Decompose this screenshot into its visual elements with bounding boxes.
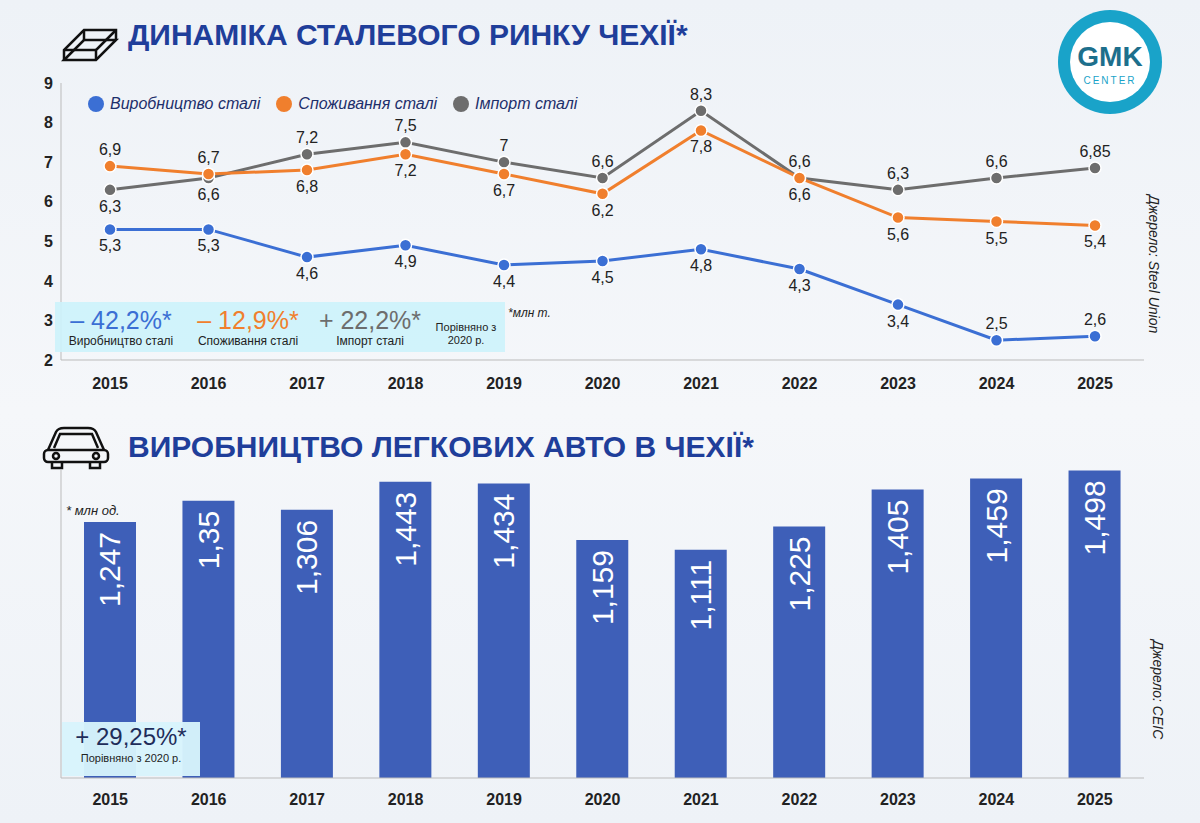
svg-text:2023: 2023 — [880, 375, 916, 392]
html-text:*млн т.: *млн т. — [508, 306, 551, 320]
html-text:Джерело: Steel Union: Джерело: Steel Union — [1146, 195, 1162, 334]
svg-text:4,9: 4,9 — [394, 253, 416, 270]
svg-text:6,2: 6,2 — [591, 202, 613, 219]
svg-text:1,35: 1,35 — [192, 511, 225, 569]
svg-text:5,5: 5,5 — [985, 230, 1007, 247]
svg-text:2,6: 2,6 — [1084, 311, 1106, 328]
svg-text:2020: 2020 — [585, 791, 621, 808]
html-text:Споживання сталі: Споживання сталі — [298, 95, 438, 112]
svg-text:2: 2 — [44, 352, 53, 369]
svg-text:2025: 2025 — [1077, 375, 1113, 392]
svg-text:5,3: 5,3 — [197, 237, 219, 254]
svg-text:2021: 2021 — [683, 791, 719, 808]
html-text:Виробництво сталі: Виробництво сталі — [110, 95, 261, 112]
html-text:– 12,9%*: – 12,9%* — [197, 306, 299, 334]
svg-text:6,6: 6,6 — [788, 186, 810, 203]
svg-text:6,7: 6,7 — [493, 182, 515, 199]
svg-text:7,2: 7,2 — [296, 129, 318, 146]
svg-text:2017: 2017 — [289, 791, 325, 808]
svg-text:4: 4 — [44, 273, 53, 290]
svg-text:7,2: 7,2 — [394, 162, 416, 179]
svg-text:1,225: 1,225 — [783, 536, 816, 611]
svg-text:1,498: 1,498 — [1078, 480, 1111, 555]
svg-text:1,306: 1,306 — [290, 520, 323, 595]
svg-text:2017: 2017 — [289, 375, 325, 392]
svg-text:7: 7 — [500, 137, 509, 154]
svg-text:2022: 2022 — [782, 791, 818, 808]
svg-text:4,8: 4,8 — [690, 257, 712, 274]
svg-text:1,443: 1,443 — [389, 492, 422, 567]
svg-text:6,7: 6,7 — [197, 149, 219, 166]
html-text:ДИНАМІКА СТАЛЕВОГО РИНКУ ЧЕХІЇ: ДИНАМІКА СТАЛЕВОГО РИНКУ ЧЕХІЇ* — [128, 18, 688, 51]
svg-text:8: 8 — [44, 114, 53, 131]
svg-text:2018: 2018 — [388, 375, 424, 392]
svg-text:2018: 2018 — [388, 791, 424, 808]
svg-text:2022: 2022 — [782, 375, 818, 392]
svg-text:6,85: 6,85 — [1079, 143, 1110, 160]
html-text:Імпорт сталі: Імпорт сталі — [475, 95, 578, 112]
svg-text:6,6: 6,6 — [591, 153, 613, 170]
svg-text:3: 3 — [44, 312, 53, 329]
html-text:– 42,2%*: – 42,2%* — [70, 306, 172, 334]
svg-text:2025: 2025 — [1077, 791, 1113, 808]
svg-text:2015: 2015 — [92, 375, 128, 392]
svg-text:1,434: 1,434 — [487, 494, 520, 569]
svg-text:7,5: 7,5 — [394, 117, 416, 134]
html-text:Порівняно з 2020 р.: Порівняно з 2020 р. — [80, 752, 182, 764]
svg-text:1,111: 1,111 — [684, 560, 717, 631]
html-text:ВИРОБНИЦТВО ЛЕГКОВИХ АВТО В ЧЕ: ВИРОБНИЦТВО ЛЕГКОВИХ АВТО В ЧЕХІЇ* — [128, 430, 754, 463]
html-text:+ 22,2%*: + 22,2%* — [318, 306, 422, 334]
svg-text:1,405: 1,405 — [881, 500, 914, 575]
svg-text:6: 6 — [44, 193, 53, 210]
svg-text:4,5: 4,5 — [591, 269, 613, 286]
svg-text:6,9: 6,9 — [99, 141, 121, 158]
svg-text:2020: 2020 — [585, 375, 621, 392]
svg-text:6,8: 6,8 — [296, 178, 318, 195]
svg-text:7: 7 — [44, 154, 53, 171]
html-text:Імпорт сталі: Імпорт сталі — [336, 334, 404, 348]
svg-text:6,6: 6,6 — [985, 153, 1007, 170]
svg-text:1,247: 1,247 — [94, 532, 127, 607]
svg-text:2016: 2016 — [191, 375, 227, 392]
html-text:+ 29,25%*: + 29,25%* — [75, 723, 187, 750]
svg-text:8,3: 8,3 — [690, 86, 712, 103]
svg-text:4,3: 4,3 — [788, 277, 810, 294]
html-text:* млн од.: * млн од. — [66, 503, 120, 518]
html-text:Виробництво сталі: Виробництво сталі — [68, 334, 174, 348]
svg-text:4,4: 4,4 — [493, 273, 515, 290]
svg-text:2015: 2015 — [92, 791, 128, 808]
svg-text:5,6: 5,6 — [887, 226, 909, 243]
html-text:Споживання сталі: Споживання сталі — [197, 334, 299, 348]
svg-text:6,6: 6,6 — [197, 186, 219, 203]
svg-text:GMK: GMK — [1077, 41, 1142, 72]
svg-text:5,4: 5,4 — [1084, 233, 1106, 250]
svg-text:2024: 2024 — [979, 375, 1015, 392]
svg-text:5,3: 5,3 — [99, 237, 121, 254]
svg-text:5: 5 — [44, 233, 53, 250]
svg-text:2,5: 2,5 — [985, 315, 1007, 332]
svg-text:2019: 2019 — [486, 791, 522, 808]
svg-text:CENTER: CENTER — [1083, 75, 1136, 86]
svg-text:2021: 2021 — [683, 375, 719, 392]
svg-text:1,159: 1,159 — [586, 550, 619, 625]
html-text:Порівняно з 2020 р.: Порівняно з 2020 р. — [435, 321, 497, 346]
svg-text:3,4: 3,4 — [887, 313, 909, 330]
svg-text:9: 9 — [44, 75, 53, 92]
svg-text:2023: 2023 — [880, 791, 916, 808]
svg-text:6,3: 6,3 — [99, 198, 121, 215]
svg-text:2024: 2024 — [979, 791, 1015, 808]
svg-text:2019: 2019 — [486, 375, 522, 392]
html-text:Джерело: CEIC: Джерело: CEIC — [1150, 640, 1166, 740]
svg-text:1,459: 1,459 — [980, 488, 1013, 563]
svg-text:6,3: 6,3 — [887, 165, 909, 182]
svg-text:7,8: 7,8 — [690, 138, 712, 155]
svg-text:6,6: 6,6 — [788, 153, 810, 170]
svg-text:4,6: 4,6 — [296, 265, 318, 282]
svg-text:2016: 2016 — [191, 791, 227, 808]
